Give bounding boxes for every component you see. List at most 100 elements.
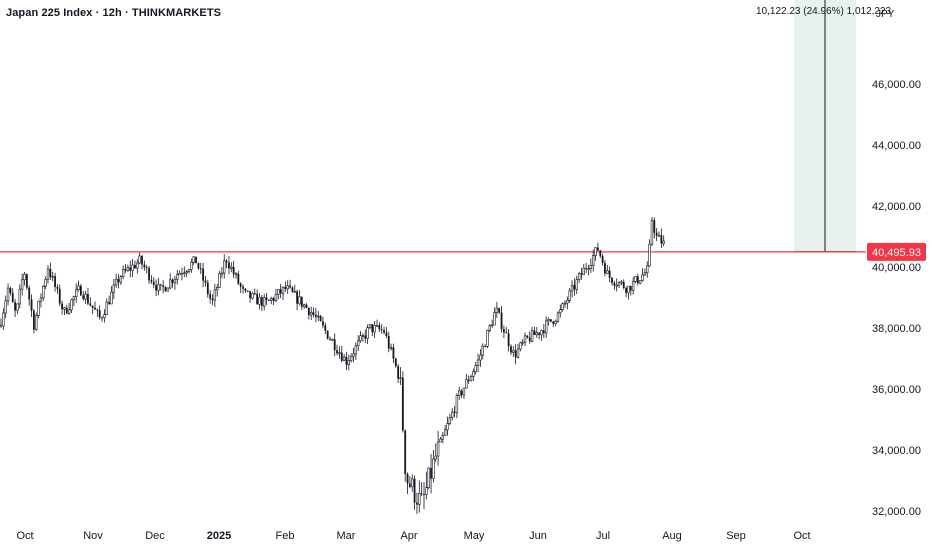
candle bbox=[6, 283, 10, 306]
candle-body-down bbox=[409, 483, 411, 487]
candle-body-up bbox=[119, 276, 123, 283]
x-tick-label: Feb bbox=[276, 530, 295, 542]
candle-body-down bbox=[378, 325, 381, 330]
candle bbox=[498, 307, 501, 314]
candle-body-up bbox=[281, 286, 285, 294]
candle bbox=[131, 258, 134, 277]
candle-body-down bbox=[319, 316, 322, 322]
candle-body-down bbox=[124, 269, 127, 271]
candle bbox=[643, 268, 647, 276]
candle-body-down bbox=[89, 303, 92, 306]
candle-body-up bbox=[577, 272, 581, 280]
candle-body-up bbox=[342, 356, 346, 362]
candle bbox=[568, 288, 571, 303]
candle bbox=[173, 276, 177, 290]
candle-body-down bbox=[340, 352, 343, 361]
candle bbox=[383, 326, 385, 335]
candle-body-up bbox=[277, 289, 280, 295]
candle bbox=[164, 286, 167, 292]
candle bbox=[488, 324, 491, 333]
candle bbox=[37, 300, 40, 319]
candle-body-up bbox=[462, 387, 466, 396]
candle bbox=[324, 322, 327, 335]
candle-body-up bbox=[122, 268, 125, 277]
candle bbox=[662, 235, 665, 247]
candle bbox=[54, 272, 56, 292]
candle-body-up bbox=[6, 287, 10, 302]
candle-body-up bbox=[366, 327, 369, 339]
candle-body-down bbox=[61, 303, 63, 310]
candle bbox=[197, 262, 200, 270]
measure-tool[interactable] bbox=[794, 0, 856, 253]
y-axis[interactable]: 32,000.00 34,000.00 36,000.00 38,000.00 40,0… bbox=[872, 79, 921, 518]
candle-body-down bbox=[152, 281, 155, 285]
candle bbox=[319, 314, 322, 322]
candle bbox=[552, 321, 555, 328]
candle bbox=[178, 270, 181, 276]
candle-body-up bbox=[631, 281, 635, 291]
candle bbox=[439, 437, 442, 443]
candle-body-up bbox=[185, 271, 188, 274]
candle-body-up bbox=[216, 287, 219, 291]
candle-body-down bbox=[498, 308, 501, 313]
candle bbox=[260, 294, 263, 312]
candle bbox=[385, 327, 388, 339]
candle-body-up bbox=[617, 281, 621, 286]
candle-body-down bbox=[453, 411, 456, 413]
candle bbox=[472, 368, 475, 381]
candle-body-up bbox=[634, 276, 637, 282]
candle bbox=[326, 330, 329, 340]
candle bbox=[359, 330, 362, 343]
candle bbox=[11, 288, 14, 303]
candle bbox=[268, 299, 270, 301]
candle bbox=[185, 270, 188, 278]
candle bbox=[204, 275, 207, 287]
candle bbox=[270, 296, 273, 305]
candle-body-up bbox=[230, 266, 233, 269]
candle bbox=[620, 280, 623, 286]
currency-label[interactable]: JPY bbox=[876, 9, 895, 20]
x-tick-label: Sep bbox=[726, 530, 746, 542]
candle bbox=[436, 430, 440, 466]
candle bbox=[420, 482, 423, 497]
candle bbox=[329, 336, 331, 341]
candle-body-down bbox=[467, 379, 470, 381]
candle bbox=[70, 298, 73, 313]
candle-body-down bbox=[514, 350, 517, 358]
candle bbox=[114, 273, 118, 288]
candle bbox=[599, 249, 602, 259]
candle-body-up bbox=[187, 269, 191, 272]
candle bbox=[202, 262, 204, 288]
candle bbox=[453, 405, 456, 418]
candle-body-down bbox=[94, 307, 96, 310]
candle-body-up bbox=[105, 301, 108, 315]
candle-body-up bbox=[375, 324, 379, 327]
candle bbox=[181, 267, 183, 281]
candle-body-down bbox=[611, 277, 613, 283]
candle bbox=[9, 286, 12, 296]
candle bbox=[375, 319, 379, 327]
candle-body-down bbox=[364, 335, 367, 339]
candle-body-down bbox=[406, 473, 409, 484]
candle-body-down bbox=[155, 284, 157, 291]
price-badge bbox=[867, 242, 926, 261]
candle bbox=[300, 296, 303, 310]
candle-body-down bbox=[14, 302, 16, 311]
candle bbox=[96, 308, 99, 317]
candle-body-down bbox=[383, 330, 385, 333]
candle-body-down bbox=[268, 299, 270, 301]
candle-body-down bbox=[150, 280, 153, 282]
candle-body-down bbox=[284, 287, 287, 289]
candle bbox=[138, 252, 141, 265]
candle bbox=[373, 321, 376, 338]
candle-body-up bbox=[516, 348, 520, 358]
candle-body-up bbox=[103, 314, 106, 318]
candle bbox=[58, 284, 61, 306]
candle-body-down bbox=[108, 301, 110, 304]
candle-body-up bbox=[352, 353, 355, 357]
candle-body-up bbox=[559, 309, 562, 314]
x-axis[interactable]: Oct Nov Dec 2025 Feb Mar Apr May Jun Jul Aug Sep Oct bbox=[16, 530, 810, 542]
candle-body-up bbox=[662, 240, 665, 244]
candle-body-up bbox=[594, 247, 597, 256]
